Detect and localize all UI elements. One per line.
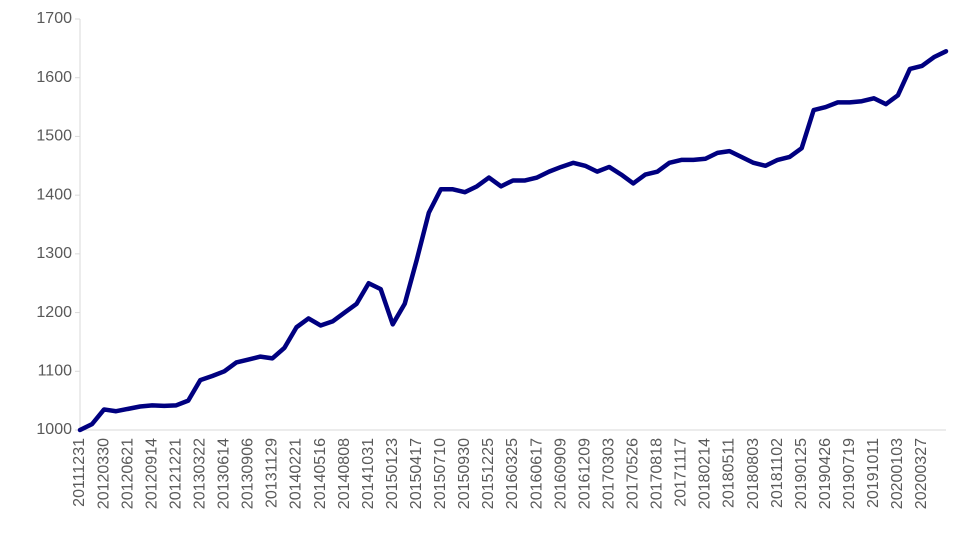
y-tick-label: 1200 — [36, 304, 72, 321]
y-tick-label: 1400 — [36, 186, 72, 203]
y-tick-label: 1600 — [36, 69, 72, 86]
y-tick-label: 1100 — [38, 363, 73, 380]
x-tick-label: 20170818 — [649, 438, 666, 509]
y-tick-label: 1000 — [36, 421, 72, 438]
x-tick-label: 20140516 — [312, 438, 329, 509]
x-tick-label: 20170526 — [624, 438, 641, 509]
x-tick-label: 20190719 — [841, 438, 858, 509]
x-tick-label: 20140808 — [336, 438, 353, 509]
y-tick-label: 1500 — [36, 128, 72, 145]
x-tick-label: 20191011 — [865, 438, 882, 508]
x-tick-label: 20120914 — [143, 438, 160, 509]
x-tick-label: 20171117 — [673, 438, 690, 507]
x-tick-label: 20181102 — [769, 438, 786, 508]
x-tick-label: 20200103 — [889, 438, 906, 509]
x-tick-label: 20160617 — [528, 438, 545, 509]
x-tick-label: 20121221 — [167, 438, 184, 509]
x-tick-label: 20180803 — [745, 438, 762, 509]
x-tick-label: 20150123 — [384, 438, 401, 509]
x-tick-label: 20180511 — [721, 438, 738, 508]
x-tick-label: 20190426 — [817, 438, 834, 509]
x-tick-label: 20170303 — [600, 438, 617, 509]
x-tick-label: 20180214 — [697, 438, 714, 509]
y-tick-label: 1300 — [36, 245, 72, 262]
line — [77, 49, 949, 433]
x-tick-label: 20141031 — [360, 438, 377, 509]
x-tick-label: 20120621 — [119, 438, 136, 509]
x-tick-label: 20190125 — [793, 438, 810, 509]
y-tick-label: 1700 — [36, 10, 72, 27]
x-tick-label: 20200327 — [913, 438, 930, 509]
x-tick-label: 20160325 — [504, 438, 521, 509]
x-tick-label: 20150417 — [408, 438, 425, 509]
x-tick-label: 20151225 — [480, 438, 497, 509]
x-tick-label: 20140221 — [288, 438, 305, 509]
x-tick-label: 20130614 — [216, 438, 233, 509]
x-tick-label: 20150710 — [432, 438, 449, 509]
x-tick-label: 20150930 — [456, 438, 473, 509]
x-tick-label: 20111231 — [71, 438, 88, 507]
x-tick-label: 20130906 — [240, 438, 257, 509]
x-tick-label: 20160909 — [552, 438, 569, 509]
x-tick-label: 20130322 — [191, 438, 208, 509]
x-tick-label: 20131129 — [264, 438, 281, 508]
x-tick-label: 20120330 — [95, 438, 112, 509]
x-tick-label: 20161209 — [576, 438, 593, 509]
